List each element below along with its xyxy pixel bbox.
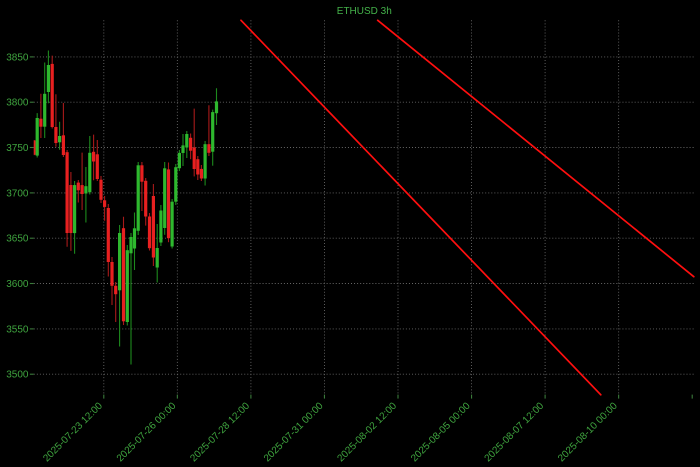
svg-text:3800: 3800 [6,98,29,109]
svg-text:3850: 3850 [6,52,29,63]
svg-text:3600: 3600 [6,279,29,290]
svg-text:3550: 3550 [6,324,29,335]
svg-text:3650: 3650 [6,234,29,245]
svg-text:3700: 3700 [6,188,29,199]
svg-text:3500: 3500 [6,370,29,381]
svg-text:3750: 3750 [6,143,29,154]
svg-text:ETHUSD 3h: ETHUSD 3h [337,6,392,17]
